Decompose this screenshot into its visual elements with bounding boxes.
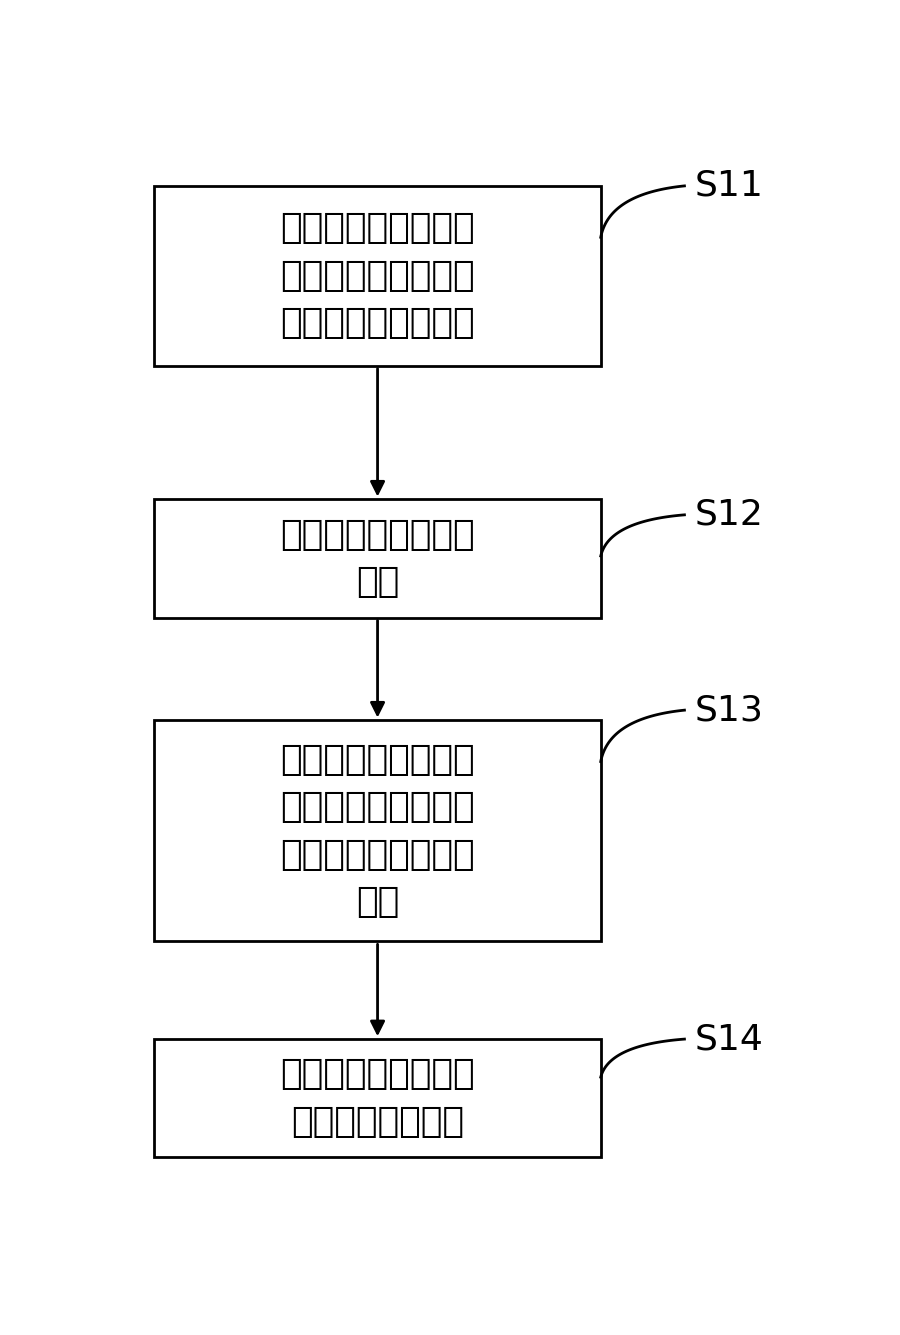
Text: S13: S13 — [695, 693, 764, 728]
Bar — [155, 1039, 600, 1157]
Bar — [155, 721, 600, 941]
Text: 对当前环境的光线强
度和摄像头正常曝光
所需的光线强度进行
比较: 对当前环境的光线强 度和摄像头正常曝光 所需的光线强度进行 比较 — [280, 742, 475, 920]
Text: S14: S14 — [695, 1023, 764, 1056]
Text: 开启移动终端的拍照
功能时获取摄像头正
常曝光所需光线强度: 开启移动终端的拍照 功能时获取摄像头正 常曝光所需光线强度 — [280, 211, 475, 340]
Bar — [155, 499, 600, 618]
Text: 获取当前环境的光线
强度: 获取当前环境的光线 强度 — [280, 518, 475, 599]
Text: S11: S11 — [695, 170, 764, 203]
Bar — [155, 186, 600, 366]
Text: 根据比较结果控制闪
光灯的开启及亮度: 根据比较结果控制闪 光灯的开启及亮度 — [280, 1057, 475, 1139]
Text: S12: S12 — [695, 498, 764, 531]
